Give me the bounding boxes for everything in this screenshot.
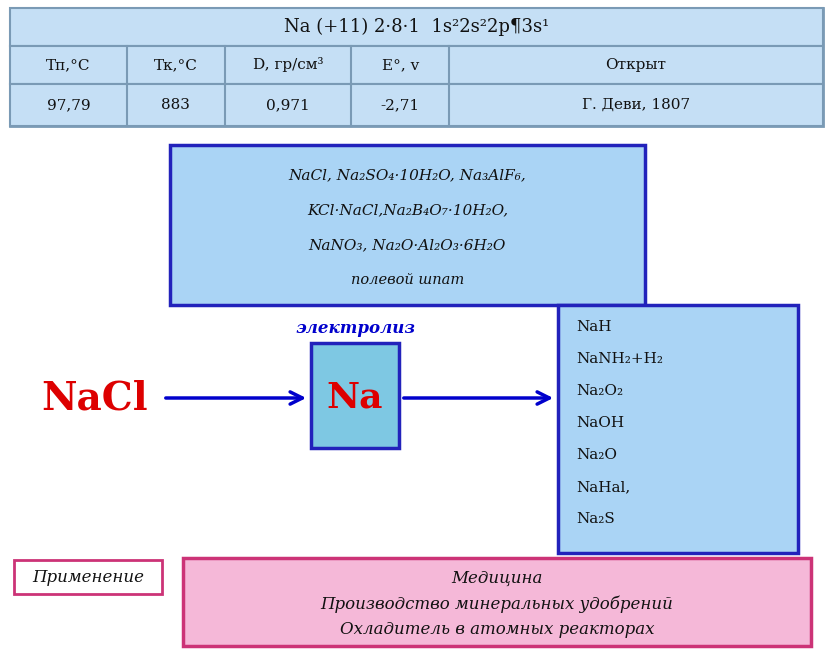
Text: полевой шпат: полевой шпат [351, 273, 464, 287]
Text: 97,79: 97,79 [47, 98, 90, 112]
Text: Na₂S: Na₂S [576, 512, 615, 526]
Text: Tп,°C: Tп,°C [47, 58, 91, 72]
Text: E°, v: E°, v [382, 58, 419, 72]
Text: -2,71: -2,71 [381, 98, 420, 112]
Text: NaCl, Na₂SO₄·10H₂O, Na₃AlF₆,: NaCl, Na₂SO₄·10H₂O, Na₃AlF₆, [288, 168, 526, 182]
Text: Медицина: Медицина [451, 569, 542, 586]
Text: 883: 883 [162, 98, 190, 112]
Text: Na: Na [327, 381, 383, 415]
Text: NaHal,: NaHal, [576, 480, 631, 494]
Text: Tк,°C: Tк,°C [154, 58, 197, 72]
Bar [14, 560, 162, 594]
Text: NaCl: NaCl [42, 379, 148, 417]
Text: NaH: NaH [576, 320, 611, 334]
Text: NaNO₃, Na₂O·Al₂O₃·6H₂O: NaNO₃, Na₂O·Al₂O₃·6H₂O [309, 238, 506, 252]
Text: Na₂O₂: Na₂O₂ [576, 384, 623, 398]
Bar [183, 558, 811, 646]
Text: KCl·NaCl,Na₂B₄O₇·10H₂O,: KCl·NaCl,Na₂B₄O₇·10H₂O, [307, 203, 508, 217]
Text: 0,971: 0,971 [267, 98, 310, 112]
Bar [10, 84, 823, 126]
Bar [10, 8, 823, 46]
Text: D, гр/см³: D, гр/см³ [252, 58, 323, 73]
Text: Охладитель в атомных реакторах: Охладитель в атомных реакторах [340, 622, 654, 639]
Text: Na (+11) 2·8·1  1s²2s²2p¶3s¹: Na (+11) 2·8·1 1s²2s²2p¶3s¹ [284, 18, 549, 36]
Bar [10, 46, 823, 84]
Bar [558, 305, 798, 553]
Bar [311, 343, 399, 447]
Text: NaNH₂+H₂: NaNH₂+H₂ [576, 352, 663, 366]
Text: NaOH: NaOH [576, 416, 624, 430]
Bar [10, 8, 823, 126]
Text: электролиз: электролиз [295, 320, 415, 337]
Text: Производство минеральных удобрений: Производство минеральных удобрений [321, 595, 673, 612]
Text: Na₂O: Na₂O [576, 448, 617, 462]
Bar [170, 145, 645, 305]
Text: Применение: Применение [32, 569, 144, 586]
Text: Г. Деви, 1807: Г. Деви, 1807 [582, 98, 690, 112]
Text: Открыт: Открыт [606, 58, 666, 72]
